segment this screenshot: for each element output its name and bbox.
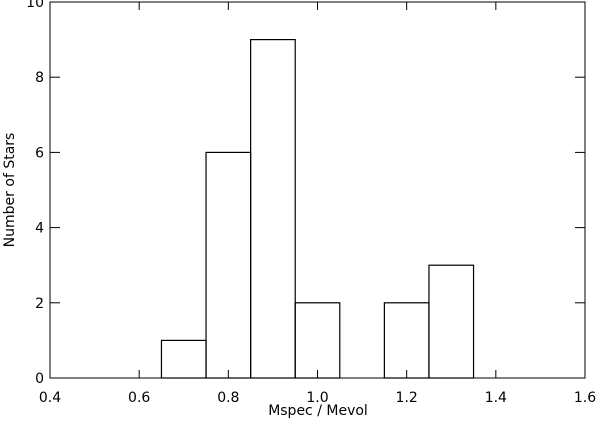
y-tick-label: 10 bbox=[26, 0, 44, 11]
histogram-bar bbox=[250, 38, 296, 379]
y-tick-label: 2 bbox=[35, 296, 44, 312]
y-tick-label: 4 bbox=[35, 221, 44, 237]
x-tick-label: 0.4 bbox=[39, 390, 61, 406]
x-axis-label: Mspec / Mevol bbox=[268, 403, 368, 419]
x-tick-label: 1.2 bbox=[396, 390, 418, 406]
histogram-bar bbox=[428, 264, 475, 379]
y-tick-label: 0 bbox=[35, 371, 44, 387]
y-tick-label: 6 bbox=[35, 145, 44, 161]
x-tick-label: 0.6 bbox=[128, 390, 150, 406]
histogram-bar bbox=[383, 302, 430, 379]
histogram-bar bbox=[205, 151, 252, 379]
histogram-bar bbox=[160, 339, 207, 379]
y-tick-label: 8 bbox=[35, 70, 44, 86]
x-tick-label: 1.4 bbox=[485, 390, 507, 406]
x-tick-label: 0.8 bbox=[217, 390, 239, 406]
plot-frame bbox=[49, 1, 586, 379]
y-axis-label: Number of Stars bbox=[2, 133, 18, 248]
histogram-bar bbox=[294, 302, 341, 379]
x-tick-label: 1.6 bbox=[574, 390, 596, 406]
x-tick-label: 1.0 bbox=[306, 390, 328, 406]
